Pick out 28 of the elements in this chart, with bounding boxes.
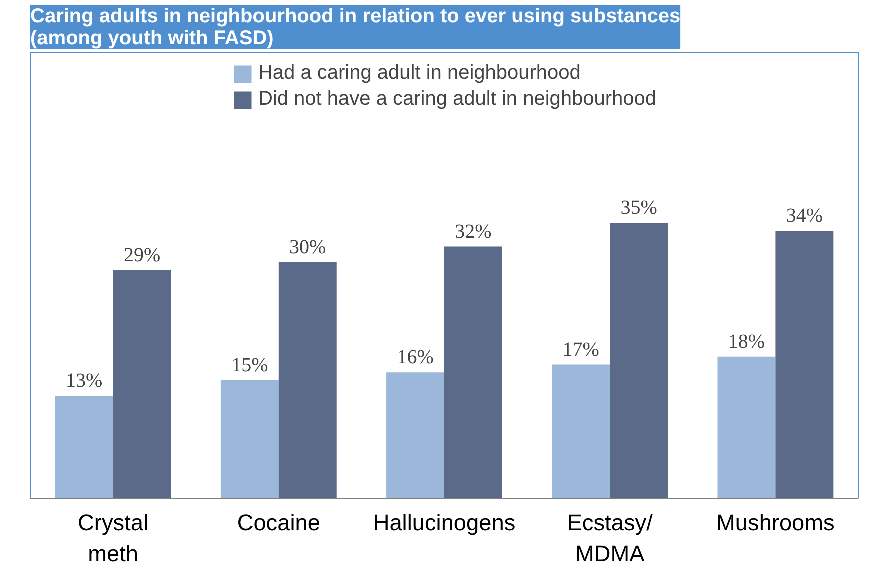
bar [386,372,444,498]
data-label: 29% [124,244,161,266]
bar [718,356,776,498]
data-label: 32% [455,220,492,243]
bar [444,246,502,498]
x-tick-label: Ecstasy/ MDMA [567,510,654,567]
x-tick-label: Hallucinogens [373,510,516,536]
data-label: 16% [397,346,434,369]
x-tick-label: Cocaine [237,510,320,536]
x-tick-label: Crystal meth [78,510,149,567]
data-label: 15% [232,354,268,377]
data-label: 30% [290,236,326,259]
bar [776,231,834,498]
legend-label: Had a caring adult in neighbourhood [258,62,581,85]
data-label: 17% [562,338,600,361]
legend-label: Did not have a caring adult in neighbourhood [258,88,657,111]
bar [55,396,114,498]
data-label: 13% [66,370,103,392]
chart-title: Caring adults in neighbourhood in relation to ever using substances (among youth with FASD) [30,6,681,50]
bar [220,380,279,498]
data-label: 34% [786,205,824,228]
bar [610,223,668,498]
bar [552,364,610,498]
data-label: 18% [728,330,766,353]
data-label: 35% [620,197,658,220]
bar [278,262,337,498]
x-tick-label: Mushrooms [716,510,835,536]
bar [113,270,172,498]
